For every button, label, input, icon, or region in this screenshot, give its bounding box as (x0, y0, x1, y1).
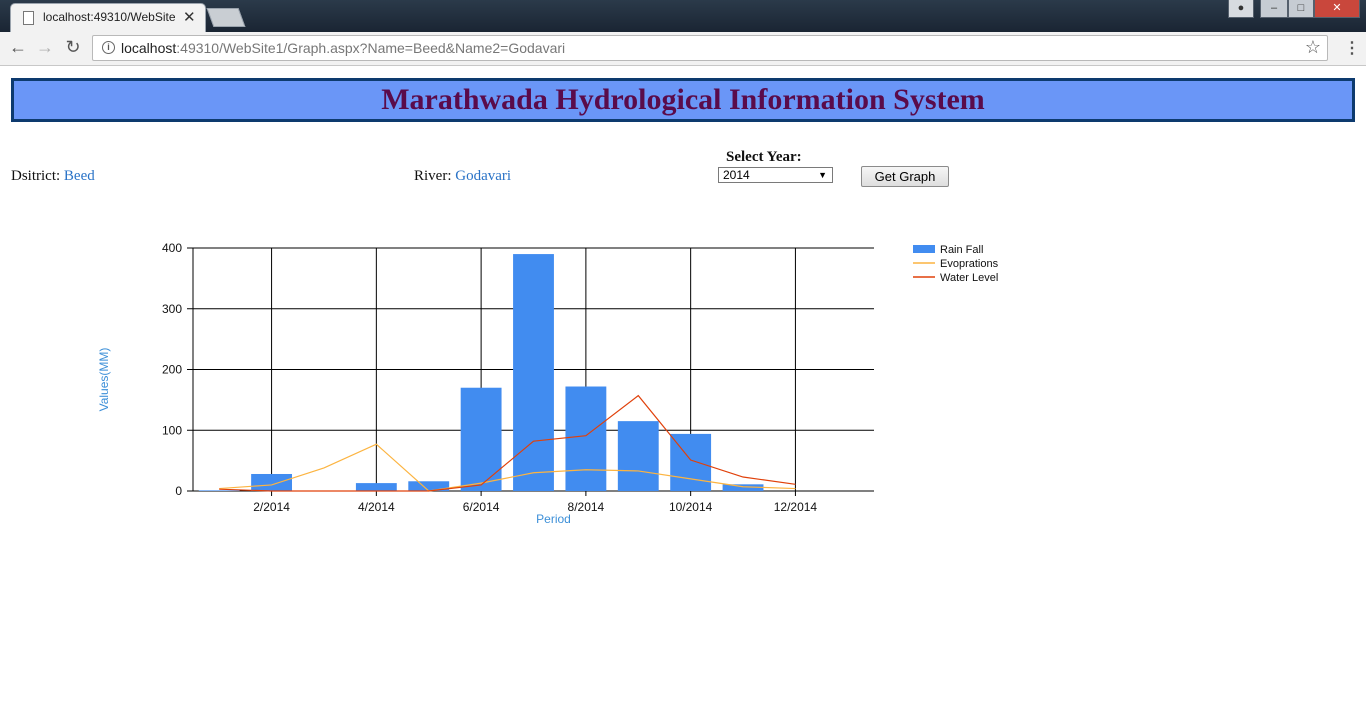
bar-rain-fall (408, 481, 450, 491)
info-icon[interactable]: i (102, 41, 115, 54)
get-graph-button[interactable]: Get Graph (861, 166, 949, 187)
legend-label: Water Level (940, 272, 998, 284)
legend-label: Evoprations (940, 258, 999, 270)
district-value: Beed (63, 168, 95, 184)
y-tick-label: 300 (162, 302, 182, 316)
river-field: River: Godavari (414, 168, 511, 185)
y-axis-title: Values(MM) (97, 348, 111, 412)
url-host: localhost (121, 40, 177, 56)
x-tick-label: 6/2014 (463, 500, 500, 514)
x-tick-label: 2/2014 (253, 500, 290, 514)
year-select[interactable]: 2014 ▼ (718, 167, 833, 183)
legend-swatch-rain-fall (913, 245, 935, 253)
url-text[interactable]: localhost:49310/WebSite1/Graph.aspx?Name… (121, 40, 565, 56)
bar-rain-fall (722, 484, 764, 491)
x-tick-label: 10/2014 (669, 500, 713, 514)
browser-toolbar: ← → ↻ i localhost:49310/WebSite1/Graph.a… (0, 32, 1366, 66)
url-path: :49310/WebSite1/Graph.aspx?Name=Beed&Nam… (176, 40, 566, 56)
reload-icon[interactable]: ↻ (65, 37, 81, 57)
close-window-button[interactable]: ✕ (1314, 0, 1360, 18)
menu-dots-icon[interactable]: ⋮ (1344, 40, 1360, 57)
y-tick-label: 100 (162, 423, 182, 437)
select-year-label: Select Year: (726, 149, 802, 165)
bar-rain-fall (565, 386, 607, 491)
back-arrow-icon[interactable]: ← (9, 37, 27, 57)
district-label: Dsitrict: (11, 168, 61, 184)
address-bar[interactable]: i localhost:49310/WebSite1/Graph.aspx?Na… (92, 35, 1328, 61)
y-tick-label: 200 (162, 363, 182, 377)
minimize-button[interactable]: – (1260, 0, 1288, 18)
legend-label: Rain Fall (940, 244, 983, 256)
y-tick-label: 0 (175, 484, 182, 498)
bar-rain-fall (251, 473, 293, 491)
river-value: Godavari (455, 168, 512, 184)
browser-titlebar: localhost:49310/WebSite ✕ ● – □ ✕ (0, 0, 1366, 32)
district-field: Dsitrict: Beed (11, 168, 95, 185)
line-water-level (219, 394, 796, 492)
chart-container: 0 100 200 300 400 2/2014 4/2014 6/2014 8/2014 10/… (80, 230, 1020, 540)
y-tick-label: 400 (162, 241, 182, 255)
x-tick-label: 8/2014 (568, 500, 605, 514)
x-tick-label: 12/2014 (774, 500, 818, 514)
page-title: Marathwada Hydrological Information Syst… (381, 83, 985, 116)
line-evoprations (219, 443, 796, 492)
page-header: Marathwada Hydrological Information Syst… (11, 78, 1355, 122)
user-icon[interactable]: ● (1228, 0, 1254, 18)
x-tick-label: 4/2014 (358, 500, 395, 514)
page-icon (23, 11, 34, 25)
bar-rain-fall (198, 490, 240, 491)
hydrology-chart: 0 100 200 300 400 2/2014 4/2014 6/2014 8/2014 10/… (97, 241, 999, 526)
river-label: River: (414, 168, 452, 184)
maximize-button[interactable]: □ (1288, 0, 1314, 18)
bar-rain-fall (617, 421, 659, 491)
forward-arrow-icon[interactable]: → (36, 37, 54, 57)
year-select-value: 2014 (723, 168, 750, 182)
bar-rain-fall (513, 254, 554, 491)
browser-tab[interactable]: localhost:49310/WebSite ✕ (10, 3, 206, 32)
new-tab-button[interactable] (206, 8, 246, 27)
x-axis-title: Period (536, 512, 571, 526)
bar-rain-fall (355, 483, 397, 491)
tab-title: localhost:49310/WebSite (43, 10, 175, 24)
close-tab-icon[interactable]: ✕ (183, 9, 196, 26)
bar-rain-fall (460, 387, 502, 491)
dropdown-arrow-icon: ▼ (818, 170, 827, 180)
bookmark-star-icon[interactable]: ☆ (1304, 37, 1321, 57)
